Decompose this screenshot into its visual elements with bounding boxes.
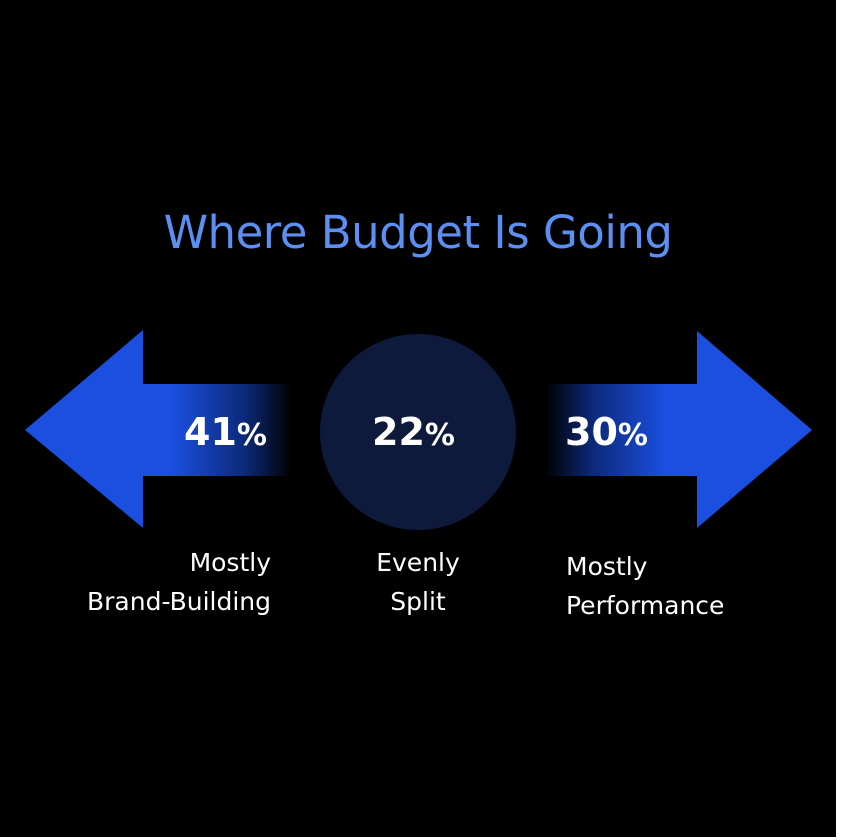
label-line: Evenly bbox=[376, 548, 460, 577]
evenly-split-percent: 22% bbox=[372, 412, 455, 456]
brand-building-label: Mostly Brand-Building bbox=[87, 543, 271, 621]
percent-value: 41 bbox=[184, 410, 237, 454]
center-circle-badge bbox=[320, 334, 516, 530]
percent-unit: % bbox=[236, 418, 267, 453]
evenly-split-label: Evenly Split bbox=[318, 543, 518, 621]
performance-percent: 30% bbox=[565, 412, 648, 456]
percent-unit: % bbox=[617, 418, 648, 453]
label-line: Brand-Building bbox=[86, 587, 271, 616]
label-line: Mostly bbox=[189, 548, 271, 577]
label-line: Mostly bbox=[566, 552, 648, 581]
page-title: Where Budget Is Going bbox=[163, 206, 673, 259]
percent-value: 22 bbox=[372, 410, 425, 454]
arrow-left-icon bbox=[25, 330, 292, 528]
arrow-right-icon bbox=[545, 331, 812, 528]
performance-label: Mostly Performance bbox=[566, 547, 724, 625]
percent-unit: % bbox=[424, 418, 455, 453]
percent-value: 30 bbox=[565, 410, 618, 454]
label-line: Performance bbox=[566, 591, 725, 620]
label-line: Split bbox=[390, 587, 446, 616]
brand-building-percent: 41% bbox=[184, 412, 267, 456]
